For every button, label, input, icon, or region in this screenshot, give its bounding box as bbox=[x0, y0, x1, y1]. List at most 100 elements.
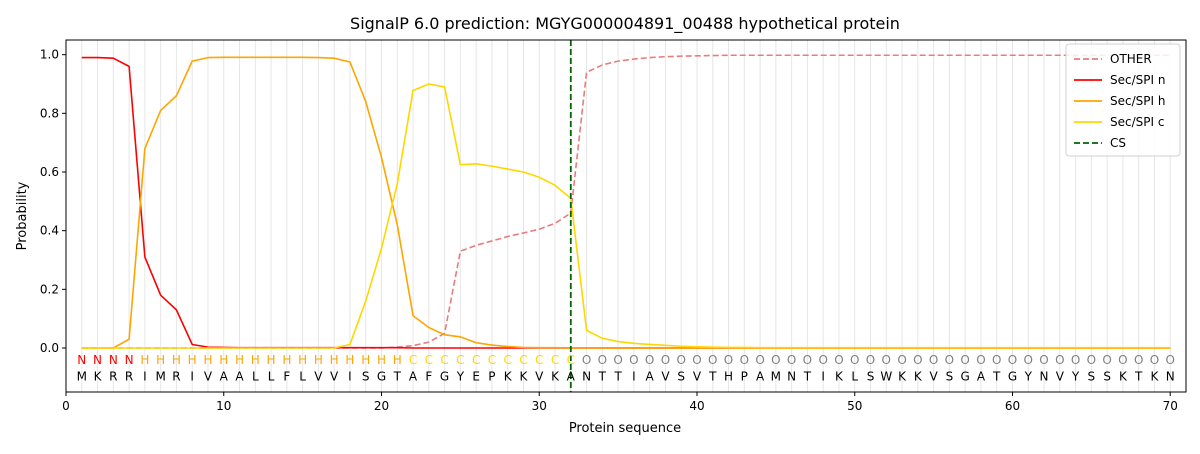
legend-label: Sec/SPI c bbox=[1110, 115, 1164, 129]
residue-label: T bbox=[393, 369, 402, 383]
x-axis-label: Protein sequence bbox=[569, 421, 681, 436]
y-axis-label: Probability bbox=[15, 181, 30, 250]
residue-label: V bbox=[204, 369, 213, 383]
residue-label: S bbox=[1103, 369, 1111, 383]
residue-label: L bbox=[252, 369, 259, 383]
region-label: C bbox=[535, 353, 543, 367]
y-tick-label: 0.8 bbox=[40, 106, 59, 120]
region-label: O bbox=[976, 353, 985, 367]
residue-label: N bbox=[787, 369, 796, 383]
region-label: C bbox=[567, 353, 575, 367]
residue-label: S bbox=[677, 369, 685, 383]
region-label: O bbox=[1102, 353, 1111, 367]
residue-label: K bbox=[1151, 369, 1160, 383]
region-label: O bbox=[787, 353, 796, 367]
residue-label: V bbox=[1056, 369, 1065, 383]
region-label: O bbox=[708, 353, 717, 367]
x-tick-label: 30 bbox=[532, 399, 547, 413]
y-tick-label: 0.0 bbox=[40, 341, 59, 355]
region-label: O bbox=[1008, 353, 1017, 367]
residue-label: Y bbox=[1024, 369, 1033, 383]
region-label: H bbox=[330, 353, 339, 367]
residue-label: P bbox=[741, 369, 748, 383]
region-label: H bbox=[235, 353, 244, 367]
residue-label: G bbox=[440, 369, 449, 383]
region-label: H bbox=[361, 353, 370, 367]
residue-label: G bbox=[377, 369, 386, 383]
legend-label: Sec/SPI h bbox=[1110, 94, 1165, 108]
residue-label: T bbox=[598, 369, 607, 383]
x-tick-label: 20 bbox=[374, 399, 389, 413]
legend: OTHER Sec/SPI n Sec/SPI h Sec/SPI c CS bbox=[1065, 43, 1181, 157]
residue-label: Y bbox=[456, 369, 465, 383]
residue-label: S bbox=[1088, 369, 1096, 383]
residue-label: T bbox=[613, 369, 622, 383]
region-label: O bbox=[598, 353, 607, 367]
x-tick-label: 10 bbox=[216, 399, 231, 413]
region-label: C bbox=[488, 353, 496, 367]
region-label: O bbox=[645, 353, 654, 367]
residue-label: V bbox=[314, 369, 323, 383]
residue-label: T bbox=[992, 369, 1001, 383]
residue-label: I bbox=[348, 369, 352, 383]
region-label: N bbox=[93, 353, 102, 367]
x-tick-label: 50 bbox=[847, 399, 862, 413]
region-label: H bbox=[377, 353, 386, 367]
region-label: O bbox=[960, 353, 969, 367]
residue-label: M bbox=[771, 369, 781, 383]
x-tick-label: 40 bbox=[689, 399, 704, 413]
residue-label: V bbox=[535, 369, 544, 383]
residue-label: F bbox=[425, 369, 432, 383]
region-label: O bbox=[803, 353, 812, 367]
region-label: O bbox=[771, 353, 780, 367]
residue-label: M bbox=[77, 369, 87, 383]
region-label: O bbox=[818, 353, 827, 367]
series-line-sec-spi-c bbox=[81, 83, 1171, 349]
region-label: H bbox=[314, 353, 323, 367]
residue-label: K bbox=[898, 369, 907, 383]
region-label: O bbox=[661, 353, 670, 367]
region-label: C bbox=[409, 353, 417, 367]
residue-label: K bbox=[504, 369, 513, 383]
region-label: C bbox=[472, 353, 480, 367]
region-label: O bbox=[1024, 353, 1033, 367]
region-label: O bbox=[1134, 353, 1143, 367]
residue-label: T bbox=[803, 369, 812, 383]
residue-label: V bbox=[693, 369, 702, 383]
residue-label: G bbox=[1008, 369, 1017, 383]
region-label: O bbox=[692, 353, 701, 367]
residue-label: K bbox=[520, 369, 529, 383]
region-label: O bbox=[740, 353, 749, 367]
residue-label: A bbox=[756, 369, 765, 383]
residue-label: S bbox=[946, 369, 954, 383]
region-label: O bbox=[582, 353, 591, 367]
residue-label: K bbox=[1119, 369, 1128, 383]
residue-label: L bbox=[268, 369, 275, 383]
chart-title: SignalP 6.0 prediction: MGYG000004891_00… bbox=[350, 14, 900, 34]
region-label: N bbox=[77, 353, 86, 367]
series-line-other bbox=[81, 54, 1171, 349]
region-label: O bbox=[834, 353, 843, 367]
region-label: O bbox=[1055, 353, 1064, 367]
region-label: O bbox=[1039, 353, 1048, 367]
region-label: O bbox=[1087, 353, 1096, 367]
residue-label: A bbox=[235, 369, 244, 383]
residue-label: I bbox=[632, 369, 636, 383]
residue-label: N bbox=[582, 369, 591, 383]
region-label: H bbox=[251, 353, 260, 367]
region-label: N bbox=[125, 353, 134, 367]
region-label: C bbox=[519, 353, 527, 367]
residue-label: T bbox=[708, 369, 717, 383]
region-label: C bbox=[425, 353, 433, 367]
region-label: H bbox=[140, 353, 149, 367]
legend-box bbox=[1065, 43, 1181, 157]
residue-label: N bbox=[1166, 369, 1175, 383]
region-label: H bbox=[188, 353, 197, 367]
residue-label: S bbox=[867, 369, 875, 383]
region-label: H bbox=[203, 353, 212, 367]
residue-label: R bbox=[109, 369, 117, 383]
region-label: O bbox=[755, 353, 764, 367]
region-label: N bbox=[109, 353, 118, 367]
region-label: O bbox=[866, 353, 875, 367]
